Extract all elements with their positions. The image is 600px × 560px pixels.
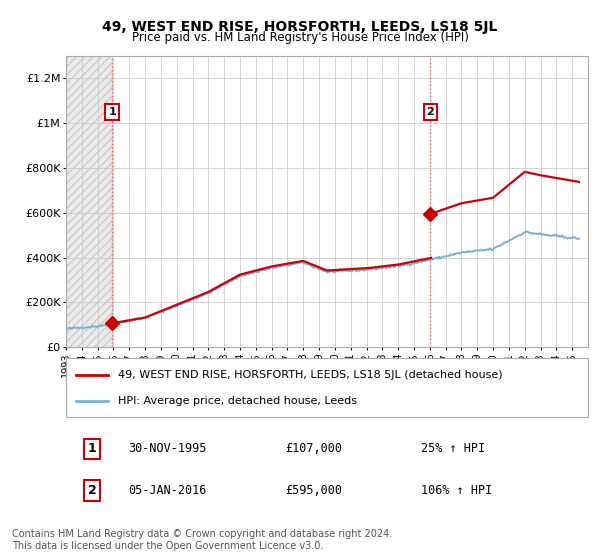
FancyBboxPatch shape [66,358,588,417]
Text: 106% ↑ HPI: 106% ↑ HPI [421,484,492,497]
Text: HPI: Average price, detached house, Leeds: HPI: Average price, detached house, Leed… [118,396,357,406]
Text: 1: 1 [108,107,116,117]
Text: 25% ↑ HPI: 25% ↑ HPI [421,442,485,455]
Text: 30-NOV-1995: 30-NOV-1995 [128,442,207,455]
Text: Contains HM Land Registry data © Crown copyright and database right 2024.
This d: Contains HM Land Registry data © Crown c… [12,529,392,551]
Text: 1: 1 [88,442,97,455]
Text: £595,000: £595,000 [285,484,342,497]
Text: 2: 2 [427,107,434,117]
Text: 2: 2 [88,484,97,497]
Bar [66,56,112,347]
Text: Price paid vs. HM Land Registry's House Price Index (HPI): Price paid vs. HM Land Registry's House … [131,31,469,44]
Text: 49, WEST END RISE, HORSFORTH, LEEDS, LS18 5JL (detached house): 49, WEST END RISE, HORSFORTH, LEEDS, LS1… [118,370,503,380]
Text: 49, WEST END RISE, HORSFORTH, LEEDS, LS18 5JL: 49, WEST END RISE, HORSFORTH, LEEDS, LS1… [103,20,497,34]
Text: £107,000: £107,000 [285,442,342,455]
Text: 05-JAN-2016: 05-JAN-2016 [128,484,207,497]
